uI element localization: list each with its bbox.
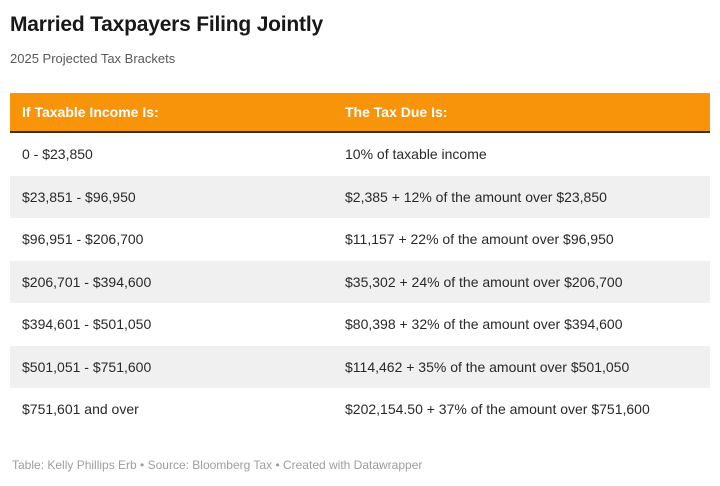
tax-due-cell: $11,157 + 22% of the amount over $96,950 [345, 231, 614, 248]
table-row: $23,851 - $96,950 $2,385 + 12% of the am… [10, 175, 710, 218]
tax-due-cell: $202,154.50 + 37% of the amount over $75… [345, 401, 650, 418]
column-header-tax-due: The Tax Due Is: [345, 104, 448, 120]
income-range-cell: $394,601 - $501,050 [22, 316, 152, 333]
tax-brackets-table: If Taxable Income Is: The Tax Due Is: 0 … [10, 93, 710, 431]
income-range-cell: $96,951 - $206,700 [22, 231, 144, 248]
table-header-row: If Taxable Income Is: The Tax Due Is: [10, 93, 710, 133]
page-title: Married Taxpayers Filing Jointly [10, 13, 323, 36]
table-row: $751,601 and over $202,154.50 + 37% of t… [10, 388, 710, 431]
income-range-cell: 0 - $23,850 [22, 146, 93, 163]
tax-due-cell: $35,302 + 24% of the amount over $206,70… [345, 273, 623, 290]
table-row: $501,051 - $751,600 $114,462 + 35% of th… [10, 345, 710, 388]
table-row: $394,601 - $501,050 $80,398 + 32% of the… [10, 303, 710, 346]
tax-due-cell: 10% of taxable income [345, 146, 487, 163]
tax-due-cell: $2,385 + 12% of the amount over $23,850 [345, 188, 607, 205]
footer-attribution: Table: Kelly Phillips Erb • Source: Bloo… [12, 457, 423, 472]
income-range-cell: $501,051 - $751,600 [22, 358, 152, 375]
tax-due-cell: $114,462 + 35% of the amount over $501,0… [345, 358, 630, 375]
column-header-taxable-income: If Taxable Income Is: [22, 104, 159, 120]
tax-due-cell: $80,398 + 32% of the amount over $394,60… [345, 316, 623, 333]
income-range-cell: $23,851 - $96,950 [22, 188, 136, 205]
table-row: 0 - $23,850 10% of taxable income [10, 133, 710, 176]
page-subtitle: 2025 Projected Tax Brackets [10, 51, 176, 66]
income-range-cell: $206,701 - $394,600 [22, 273, 152, 290]
table-body: 0 - $23,850 10% of taxable income $23,85… [10, 133, 710, 431]
table-row: $96,951 - $206,700 $11,157 + 22% of the … [10, 218, 710, 261]
table-row: $206,701 - $394,600 $35,302 + 24% of the… [10, 260, 710, 303]
income-range-cell: $751,601 and over [22, 401, 139, 418]
